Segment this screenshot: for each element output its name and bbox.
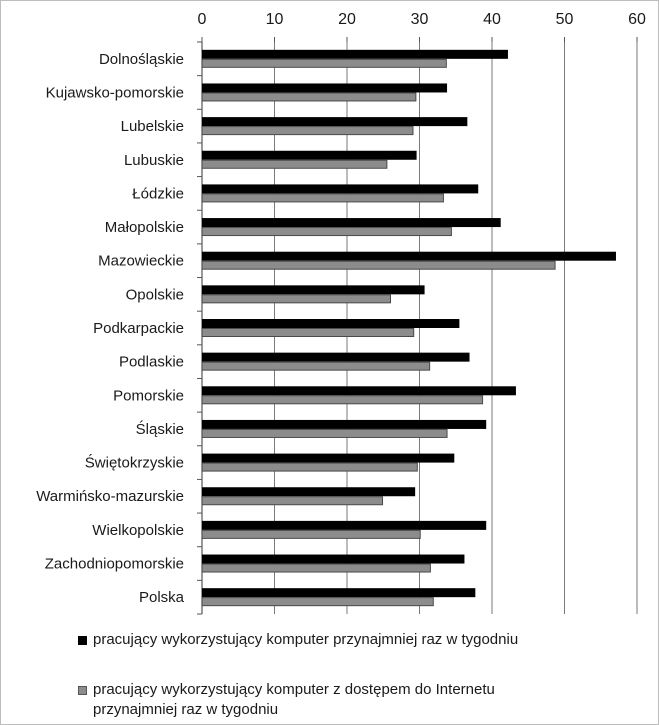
bar-series-1 [202, 251, 616, 261]
category-label: Małopolskie [105, 219, 184, 236]
bar-series-2 [201, 328, 415, 337]
bar-series-2 [201, 227, 452, 237]
bar-series-2 [201, 597, 434, 607]
bar-series-2 [201, 193, 444, 203]
bar-series-1 [202, 218, 501, 228]
bar-series-1 [202, 487, 416, 497]
bar-series-1 [202, 184, 479, 194]
category-label: Podlaskie [119, 354, 184, 371]
category-label: Lubuskie [124, 152, 184, 169]
category-label: Dolnośląskie [99, 51, 184, 68]
category-label: Lubelskie [121, 118, 184, 135]
bar-series-1 [202, 285, 425, 295]
bar-series-1 [202, 588, 476, 598]
category-label: Polska [139, 589, 185, 606]
category-label: Pomorskie [113, 387, 184, 404]
bar-series-1 [202, 419, 487, 429]
bar-series-2 [201, 294, 391, 304]
bar-series-1 [202, 83, 448, 93]
legend-swatch-series-1 [78, 636, 87, 645]
bar-series-1 [202, 352, 470, 362]
bar-series-2 [201, 361, 431, 371]
bar-series-2 [201, 260, 556, 270]
bar-series-2 [201, 462, 418, 472]
x-tick-label: 10 [266, 11, 284, 28]
bar-series-2 [201, 529, 421, 539]
category-label: Kujawsko-pomorskie [46, 84, 184, 101]
x-tick-label: 60 [628, 11, 646, 28]
x-tick-label: 40 [483, 11, 501, 28]
bar-series-2 [201, 58, 447, 68]
category-label: Wielkopolskie [92, 522, 184, 539]
x-tick-label: 50 [556, 11, 574, 28]
bar-series-1 [202, 520, 487, 530]
x-tick-label: 30 [411, 11, 429, 28]
legend-label-series-2: pracujący wykorzystujący komputer z dost… [93, 681, 495, 718]
x-tick-label: 0 [198, 11, 207, 28]
category-label: Warmińsko-mazurskie [36, 488, 184, 505]
category-label: Łódzkie [132, 185, 184, 202]
bar-series-1 [202, 386, 516, 396]
legend-label-series-1: pracujący wykorzystujący komputer przyna… [93, 631, 519, 648]
category-label: Podkarpackie [93, 320, 184, 337]
category-label: Śląskie [136, 420, 184, 438]
bar-series-1 [202, 319, 460, 328]
bar-series-2 [201, 92, 417, 102]
category-label: Mazowieckie [98, 253, 184, 270]
legend-swatch-series-2 [78, 686, 87, 695]
bar-series-1 [202, 554, 465, 564]
bar-series-2 [201, 496, 384, 506]
category-label: Świętokrzyskie [85, 454, 184, 472]
category-label: Opolskie [126, 286, 184, 303]
category-label: Zachodniopomorskie [45, 556, 184, 573]
bar-series-1 [202, 150, 417, 160]
bar-series-2 [201, 563, 431, 573]
bar-series-1 [202, 49, 508, 59]
bar-series-1 [202, 117, 468, 127]
x-tick-label: 20 [338, 11, 356, 28]
bar-series-2 [201, 126, 414, 136]
bar-series-2 [201, 159, 388, 169]
bar-series-2 [201, 395, 484, 405]
bar-series-1 [202, 453, 455, 463]
bar-series-2 [201, 428, 448, 438]
